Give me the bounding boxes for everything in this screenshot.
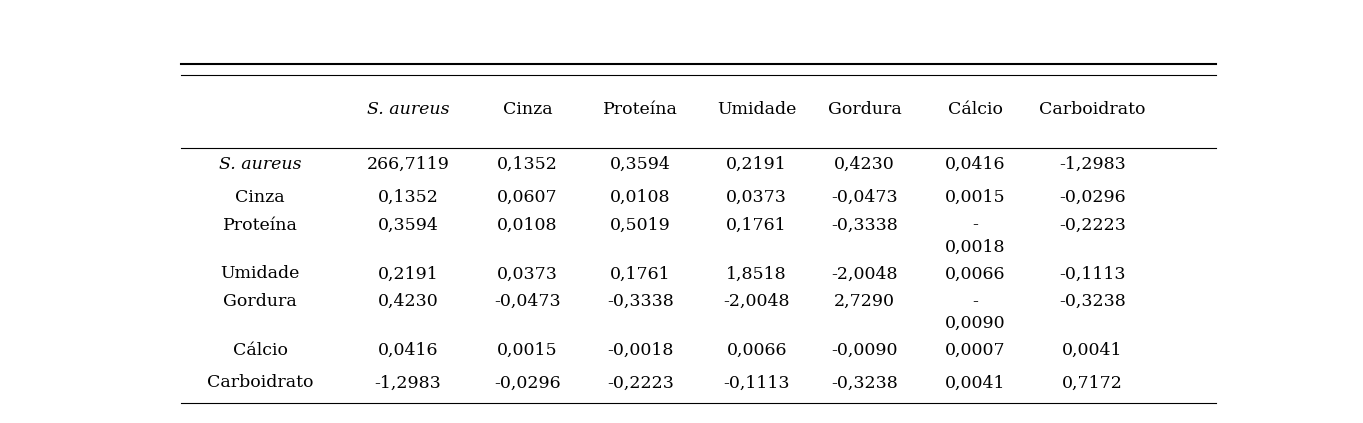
Text: Gordura: Gordura [827,101,901,118]
Text: 1,8518: 1,8518 [726,265,786,283]
Text: Cinza: Cinza [236,189,285,206]
Text: 0,0018: 0,0018 [945,239,1006,255]
Text: 0,7172: 0,7172 [1062,374,1123,391]
Text: 0,5019: 0,5019 [611,217,671,233]
Text: 0,0607: 0,0607 [497,189,557,206]
Text: 0,0041: 0,0041 [1062,342,1123,359]
Text: 0,0015: 0,0015 [945,189,1006,206]
Text: 266,7119: 266,7119 [367,156,450,173]
Text: -0,0296: -0,0296 [495,374,560,391]
Text: -0,3238: -0,3238 [1059,293,1126,310]
Text: -0,3338: -0,3338 [831,217,898,233]
Text: Carboidrato: Carboidrato [207,374,313,391]
Text: 0,1761: 0,1761 [611,265,671,283]
Text: 0,0108: 0,0108 [497,217,557,233]
Text: 0,3594: 0,3594 [378,217,439,233]
Text: 0,3594: 0,3594 [611,156,671,173]
Text: 0,0007: 0,0007 [945,342,1006,359]
Text: 0,0066: 0,0066 [945,265,1006,283]
Text: 0,4230: 0,4230 [378,293,439,310]
Text: -0,2223: -0,2223 [1059,217,1126,233]
Text: 0,0416: 0,0416 [945,156,1006,173]
Text: -0,1113: -0,1113 [724,374,791,391]
Text: 0,1352: 0,1352 [497,156,557,173]
Text: -0,0090: -0,0090 [831,342,898,359]
Text: -1,2983: -1,2983 [1059,156,1126,173]
Text: -: - [972,293,979,310]
Text: 0,4230: 0,4230 [834,156,894,173]
Text: Proteína: Proteína [602,101,677,118]
Text: -0,0473: -0,0473 [831,189,898,206]
Text: Umidade: Umidade [221,265,300,283]
Text: 0,2191: 0,2191 [726,156,786,173]
Text: 0,2191: 0,2191 [378,265,439,283]
Text: Cinza: Cinza [503,101,552,118]
Text: -0,0018: -0,0018 [608,342,673,359]
Text: Carboidrato: Carboidrato [1040,101,1146,118]
Text: Gordura: Gordura [224,293,297,310]
Text: 0,0416: 0,0416 [378,342,439,359]
Text: Cálcio: Cálcio [233,342,288,359]
Text: -1,2983: -1,2983 [375,374,442,391]
Text: 0,0373: 0,0373 [726,189,786,206]
Text: Proteína: Proteína [222,217,297,233]
Text: 0,0373: 0,0373 [497,265,557,283]
Text: 0,1352: 0,1352 [378,189,439,206]
Text: S. aureus: S. aureus [219,156,301,173]
Text: -2,0048: -2,0048 [724,293,791,310]
Text: 0,0108: 0,0108 [611,189,671,206]
Text: -0,0473: -0,0473 [495,293,560,310]
Text: -0,0296: -0,0296 [1059,189,1126,206]
Text: -0,2223: -0,2223 [607,374,673,391]
Text: Cálcio: Cálcio [947,101,1003,118]
Text: 0,0041: 0,0041 [945,374,1006,391]
Text: -0,1113: -0,1113 [1059,265,1126,283]
Text: 2,7290: 2,7290 [834,293,895,310]
Text: 0,0015: 0,0015 [497,342,557,359]
Text: 0,0090: 0,0090 [945,315,1006,332]
Text: 0,1761: 0,1761 [726,217,786,233]
Text: -: - [972,217,979,233]
Text: 0,0066: 0,0066 [726,342,786,359]
Text: -0,3238: -0,3238 [831,374,898,391]
Text: S. aureus: S. aureus [367,101,450,118]
Text: -0,3338: -0,3338 [607,293,673,310]
Text: -2,0048: -2,0048 [831,265,898,283]
Text: Umidade: Umidade [717,101,796,118]
